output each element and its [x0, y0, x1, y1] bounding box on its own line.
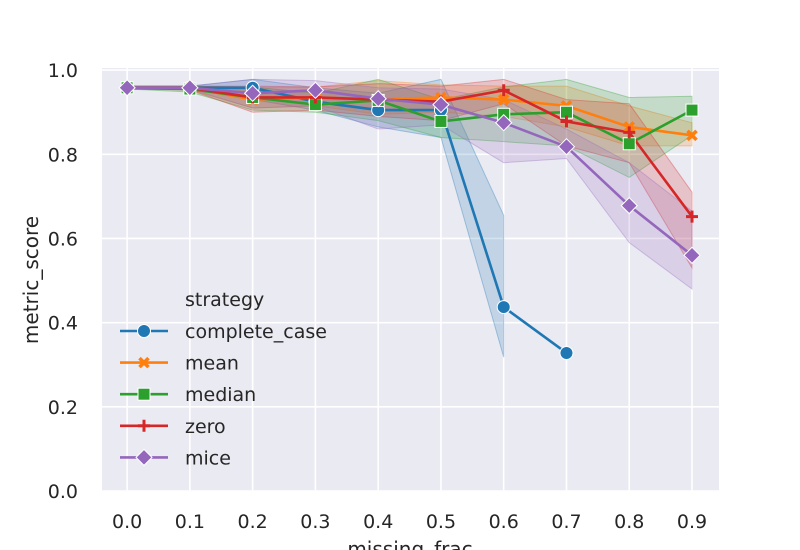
y-tick-label: 0.8	[48, 144, 78, 166]
point-mice	[243, 84, 262, 102]
y-tick-label: 0.6	[48, 228, 78, 250]
x-tick-label: 0.2	[238, 511, 268, 533]
legend-label-mice: mice	[185, 447, 231, 469]
legend-label-zero: zero	[185, 416, 226, 438]
series-markers	[118, 79, 701, 360]
x-tick-label: 0.7	[551, 511, 581, 533]
x-tick-label: 0.5	[426, 511, 456, 533]
point-zero	[497, 84, 510, 97]
point-complete_case	[496, 300, 511, 315]
legend-label-median: median	[185, 384, 256, 406]
point-zero	[560, 115, 573, 128]
point-median	[622, 137, 636, 151]
point-median	[685, 103, 699, 117]
point-mice	[557, 137, 576, 156]
y-tick-label: 0.4	[48, 313, 78, 335]
point-mice	[369, 90, 387, 108]
x-tick-label: 0.8	[614, 511, 644, 533]
y-tick-label: 0.2	[48, 397, 78, 419]
series-lines	[127, 86, 694, 354]
band-zero	[126, 78, 693, 270]
point-mice	[495, 114, 513, 132]
x-tick-label: 0.4	[363, 511, 393, 533]
point-zero	[686, 210, 699, 223]
x-tick-label: 0.6	[489, 511, 519, 533]
band-mice	[126, 78, 693, 290]
x-tick-label: 0.0	[112, 511, 142, 533]
x-axis-ticks: 0.0 0.1 0.2 0.3 0.4 0.5 0.6 0.7 0.8 0.9	[112, 511, 707, 533]
y-axis-label: metric_score	[19, 216, 43, 344]
legend-marker-median	[137, 387, 151, 401]
y-axis-ticks: 0.0 0.2 0.4 0.6 0.8 1.0	[48, 60, 78, 503]
legend-label-mean: mean	[185, 353, 239, 375]
legend-marker-complete_case	[137, 324, 151, 338]
point-mice	[306, 81, 325, 100]
point-complete_case	[559, 345, 574, 360]
point-zero	[623, 126, 636, 139]
legend-marker-mice	[135, 448, 153, 467]
point-mice	[620, 196, 638, 215]
x-tick-label: 0.1	[175, 511, 205, 533]
x-axis-label: missing_frac	[347, 537, 472, 550]
point-mice	[432, 95, 450, 114]
x-tick-label: 0.3	[300, 511, 330, 533]
point-mice	[181, 79, 199, 97]
point-mean	[686, 129, 698, 142]
legend-marker-mean	[138, 356, 150, 369]
y-tick-label: 0.0	[48, 481, 78, 503]
legend-label-complete_case: complete_case	[185, 321, 327, 343]
point-median	[434, 114, 448, 128]
point-mice	[118, 79, 136, 97]
point-mean	[497, 93, 510, 106]
x-tick-label: 0.9	[677, 511, 707, 533]
legend-marker-zero	[138, 419, 150, 432]
y-tick-label: 1.0	[48, 60, 78, 82]
legend-title: strategy	[185, 289, 264, 311]
line-mice	[127, 86, 693, 257]
point-mice	[683, 246, 701, 265]
